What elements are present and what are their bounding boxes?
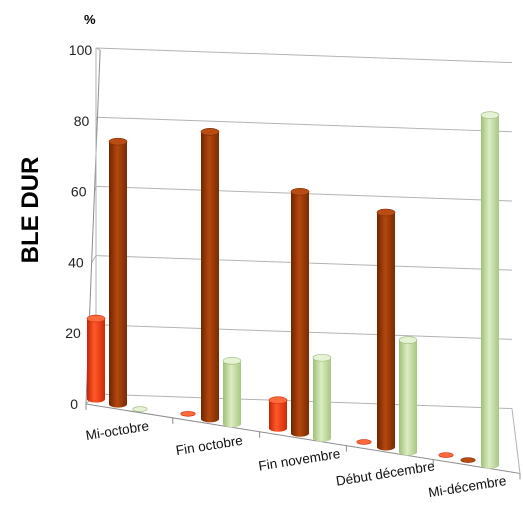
bar [376, 208, 396, 451]
bar [356, 439, 372, 445]
y-tick-label: 100 [69, 42, 93, 58]
bar-body [377, 212, 395, 451]
bar [108, 137, 128, 408]
bar [180, 411, 196, 417]
bar [480, 111, 500, 469]
bar [398, 336, 418, 456]
bar [268, 396, 288, 432]
bar [460, 457, 476, 463]
bar [290, 187, 310, 437]
bar-base [180, 411, 196, 417]
floor-side [511, 408, 521, 474]
y-tick-label: 80 [74, 113, 90, 129]
bar [86, 314, 106, 403]
bar-top [108, 137, 128, 146]
bar-top [268, 396, 288, 405]
bar [222, 357, 242, 428]
bar-body [201, 131, 219, 423]
bar-top [86, 314, 106, 323]
bar-top [480, 111, 500, 119]
x-tick-label: Mi-décembre [427, 473, 507, 500]
gridline [95, 47, 513, 64]
bar-top [376, 208, 396, 217]
x-axis [85, 403, 521, 474]
bar-base [356, 439, 372, 445]
side-gridline [91, 255, 97, 263]
bar-body [269, 400, 287, 432]
bar-body [313, 357, 331, 442]
gridline [95, 116, 513, 133]
bar-body [109, 141, 127, 408]
bar-top [312, 353, 332, 362]
x-tick-label: Début décembre [335, 458, 436, 488]
bar-body [399, 340, 417, 456]
y-tick-label: 40 [68, 254, 84, 270]
bar-top [398, 336, 418, 344]
bar-top [290, 187, 310, 196]
y-tick-label: 60 [71, 184, 87, 200]
bar [438, 452, 454, 458]
bar [132, 406, 148, 412]
side-gridline [95, 47, 101, 51]
y-tick-label: 0 [70, 396, 78, 412]
bar-top [222, 357, 242, 365]
bar-base [460, 457, 476, 463]
y-tick-label: 20 [65, 325, 81, 341]
bar-body [87, 318, 105, 403]
bar-base [132, 406, 148, 412]
x-tick-label: Fin novembre [257, 446, 341, 474]
bar-body [291, 191, 309, 437]
bar-body [223, 360, 241, 428]
x-tick-label: Mi-octobre [85, 418, 150, 443]
bar [312, 353, 332, 442]
y-axis-title: BLE DUR [17, 157, 44, 264]
bar-top [200, 128, 220, 136]
y-axis-unit: % [84, 12, 96, 27]
bar [200, 128, 220, 423]
bar-body [481, 115, 499, 469]
x-tick-label: Fin octobre [175, 433, 244, 458]
bar-base [438, 452, 454, 458]
